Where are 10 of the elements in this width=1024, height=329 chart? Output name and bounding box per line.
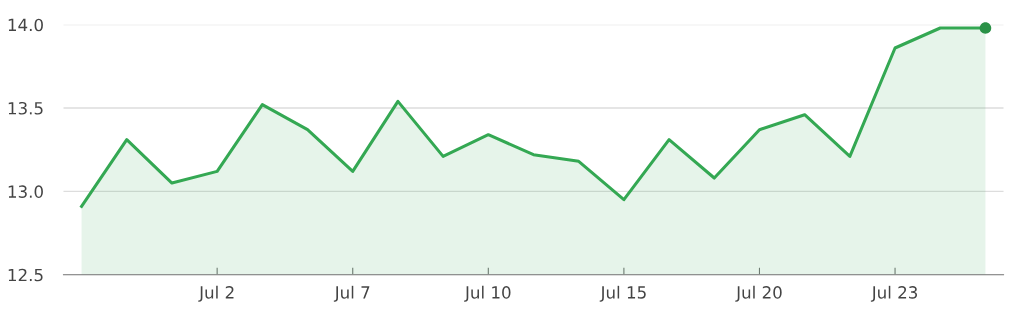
y-tick-label: 13.0 bbox=[8, 185, 43, 198]
x-tick-label: Jul 2 bbox=[198, 285, 234, 302]
y-tick-label: 14.0 bbox=[8, 18, 43, 32]
x-tick-label: Jul 10 bbox=[464, 285, 511, 302]
x-tick-label: Jul 7 bbox=[333, 285, 370, 302]
y-tick-label: 12.5 bbox=[8, 268, 43, 282]
x-tick-label: Jul 15 bbox=[599, 285, 646, 302]
x-tick-label: Jul 23 bbox=[870, 285, 918, 302]
y-tick-label: 13.5 bbox=[8, 101, 43, 115]
x-tick-label: Jul 20 bbox=[735, 285, 782, 302]
